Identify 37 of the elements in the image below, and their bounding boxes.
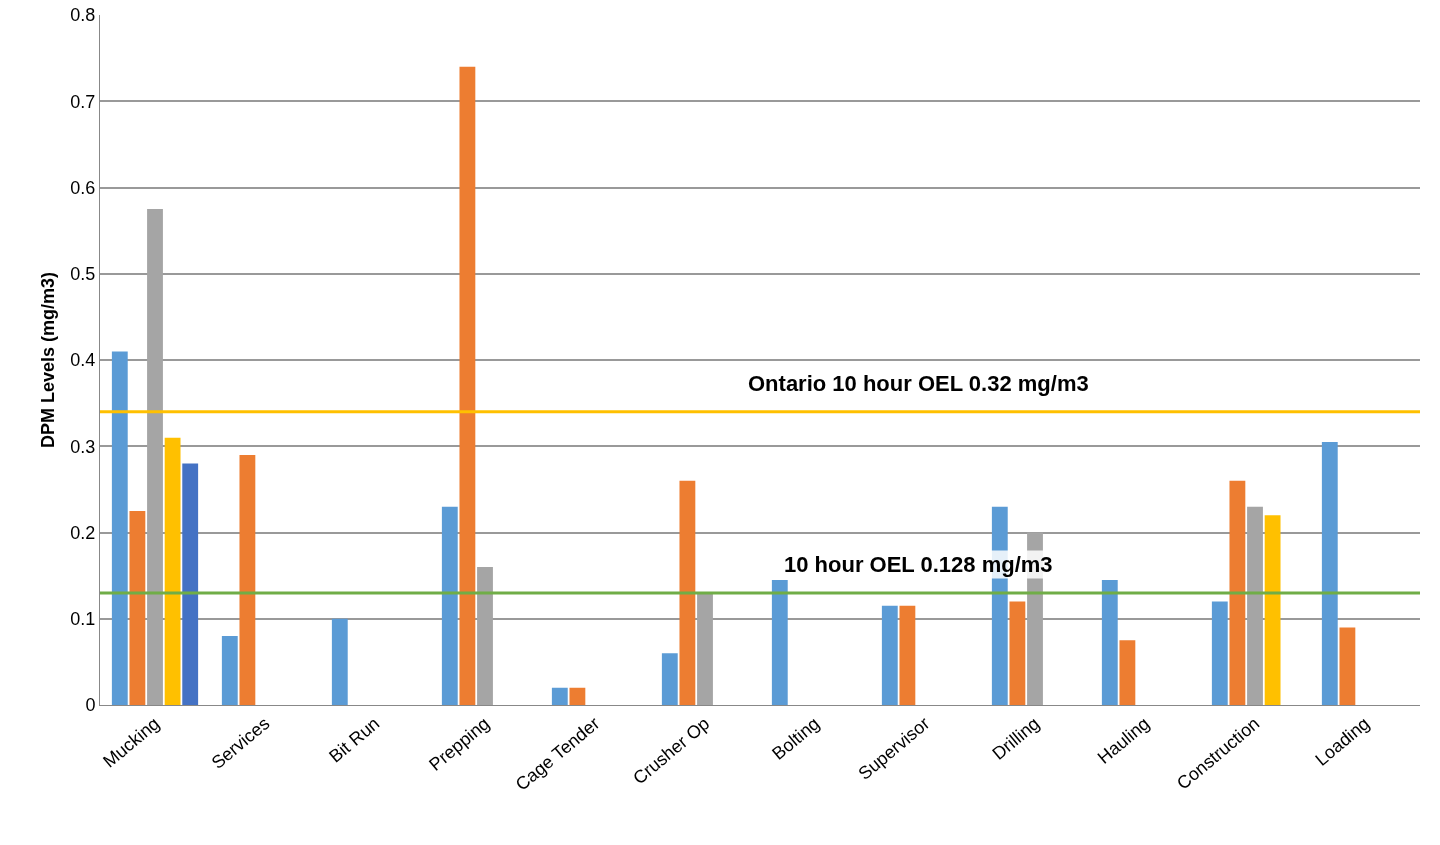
bar <box>1264 515 1281 705</box>
y-tick-label: 0.7 <box>70 91 96 112</box>
bar <box>771 579 788 705</box>
bar <box>221 636 238 705</box>
y-tick-label: 0.5 <box>70 264 96 285</box>
bar <box>1321 441 1338 705</box>
bar <box>569 687 586 705</box>
bar <box>551 687 568 705</box>
y-tick-label: 0.8 <box>70 5 96 26</box>
bar <box>1229 480 1246 705</box>
bar <box>1339 627 1356 705</box>
bar <box>679 480 696 705</box>
y-tick-label: 0 <box>85 695 96 716</box>
ref-line-label: Ontario 10 hour OEL 0.32 mg/m3 <box>748 371 1089 396</box>
bar <box>1119 640 1136 705</box>
bar <box>881 605 898 705</box>
bar <box>459 66 476 705</box>
bar <box>1009 601 1026 705</box>
y-tick-label: 0.3 <box>70 436 96 457</box>
y-tick-label: 0.6 <box>70 177 96 198</box>
y-tick-label: 0.4 <box>70 350 96 371</box>
y-tick-label: 0.2 <box>70 522 96 543</box>
y-tick-label: 0.1 <box>70 609 96 630</box>
bar <box>164 437 181 705</box>
bar <box>661 653 678 705</box>
bar <box>1101 579 1118 705</box>
x-tick-label: Bit Run <box>325 713 384 767</box>
bar <box>182 463 199 705</box>
bar <box>899 605 916 705</box>
bar <box>441 506 458 705</box>
y-axis-title: DPM Levels (mg/m3) <box>38 271 58 449</box>
bar <box>111 351 128 705</box>
bar <box>331 618 348 705</box>
bar <box>129 510 146 705</box>
bar <box>239 454 256 705</box>
ref-line-label: 10 hour OEL 0.128 mg/m3 <box>784 552 1053 577</box>
bar <box>1211 601 1228 705</box>
